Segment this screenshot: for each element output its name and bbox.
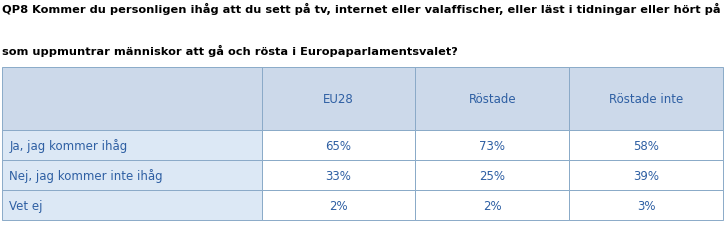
Text: 58%: 58% [633,139,659,152]
Text: 3%: 3% [637,199,655,212]
FancyBboxPatch shape [262,191,415,220]
FancyBboxPatch shape [415,68,569,130]
Text: Röstade: Röstade [468,92,516,106]
Text: 39%: 39% [633,169,659,182]
Text: som uppmuntrar människor att gå och rösta i Europaparlamentsvalet?: som uppmuntrar människor att gå och röst… [2,45,458,57]
FancyBboxPatch shape [262,130,415,160]
FancyBboxPatch shape [2,191,262,220]
Text: 2%: 2% [483,199,502,212]
Text: 65%: 65% [326,139,352,152]
Text: 2%: 2% [329,199,348,212]
FancyBboxPatch shape [569,191,723,220]
Text: EU28: EU28 [323,92,354,106]
Text: 25%: 25% [479,169,505,182]
FancyBboxPatch shape [415,130,569,160]
FancyBboxPatch shape [2,130,262,160]
FancyBboxPatch shape [569,68,723,130]
FancyBboxPatch shape [262,68,415,130]
FancyBboxPatch shape [415,160,569,191]
FancyBboxPatch shape [2,160,262,191]
Text: Ja, jag kommer ihåg: Ja, jag kommer ihåg [9,139,128,153]
Text: QP8 Kommer du personligen ihåg att du sett på tv, internet eller valaffischer, e: QP8 Kommer du personligen ihåg att du se… [2,3,725,15]
FancyBboxPatch shape [262,160,415,191]
FancyBboxPatch shape [569,130,723,160]
FancyBboxPatch shape [2,68,262,130]
Text: Vet ej: Vet ej [9,199,43,212]
Text: Nej, jag kommer inte ihåg: Nej, jag kommer inte ihåg [9,169,163,182]
Text: Röstade inte: Röstade inte [609,92,683,106]
Text: 73%: 73% [479,139,505,152]
FancyBboxPatch shape [569,160,723,191]
FancyBboxPatch shape [415,191,569,220]
Text: 33%: 33% [326,169,352,182]
